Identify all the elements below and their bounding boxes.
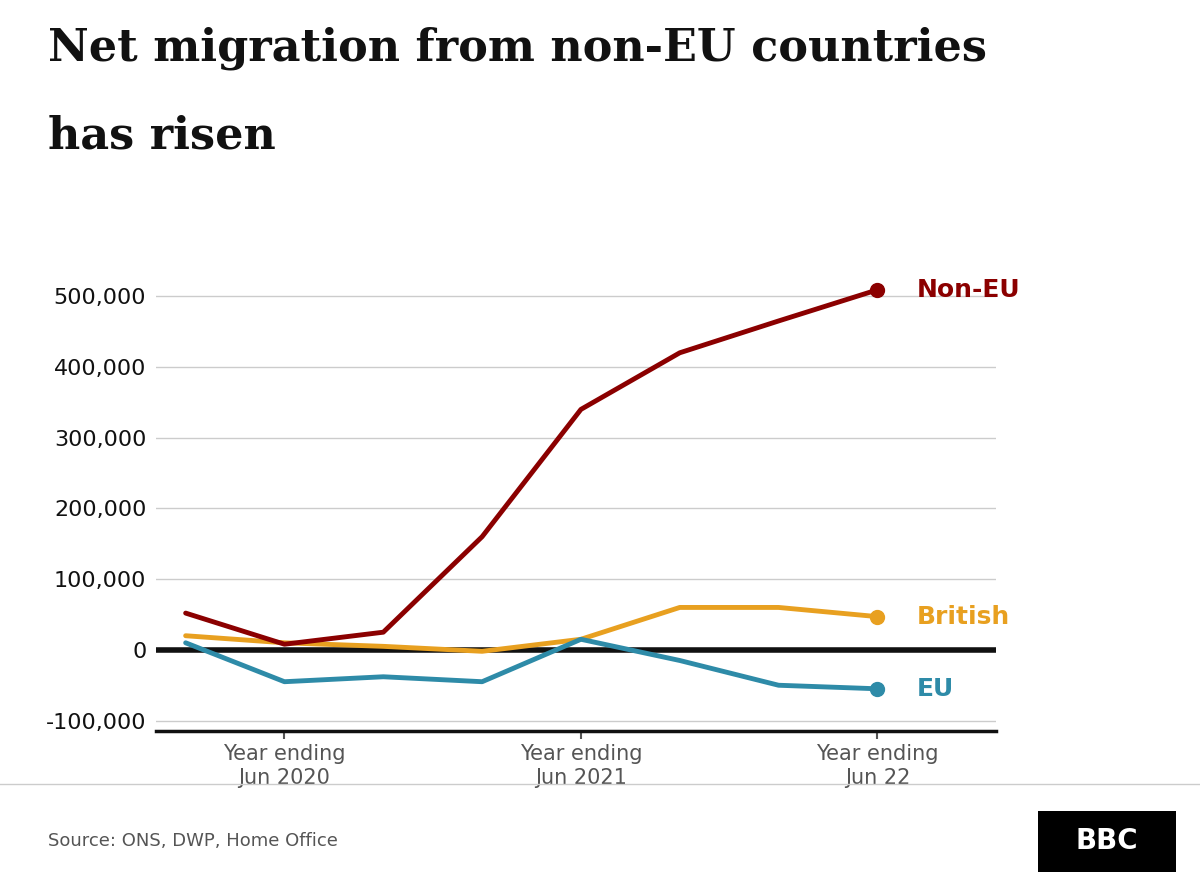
Text: Net migration from non-EU countries: Net migration from non-EU countries [48, 26, 986, 70]
Text: BBC: BBC [1075, 827, 1139, 855]
Text: British: British [917, 604, 1010, 629]
Text: Source: ONS, DWP, Home Office: Source: ONS, DWP, Home Office [48, 833, 338, 850]
Text: has risen: has risen [48, 115, 276, 158]
Text: Non-EU: Non-EU [917, 278, 1020, 302]
Text: EU: EU [917, 677, 954, 700]
